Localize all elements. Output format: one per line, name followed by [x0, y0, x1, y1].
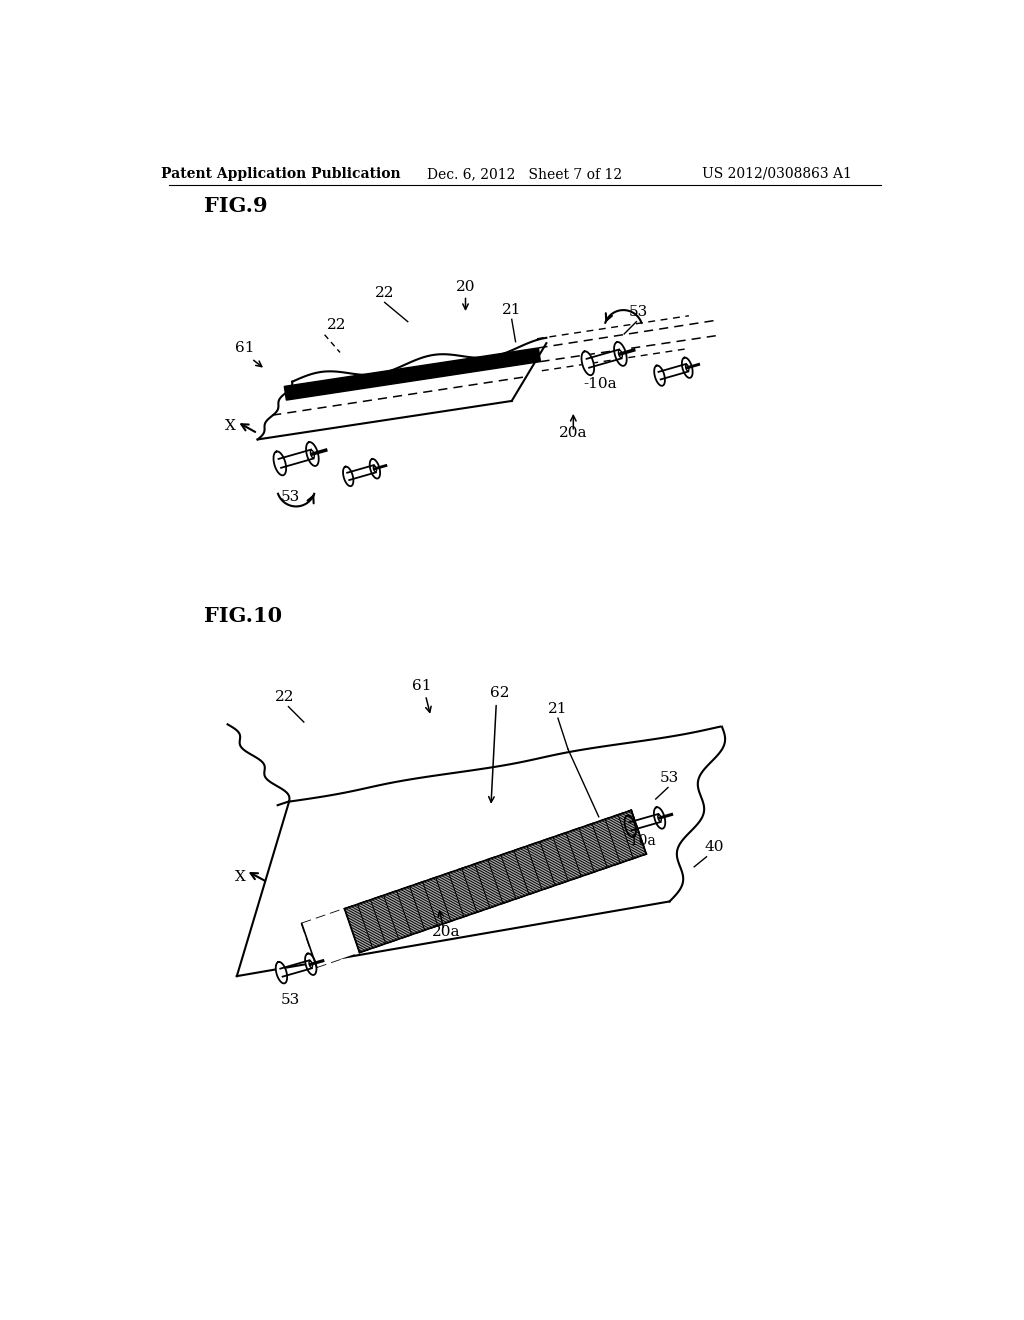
- Polygon shape: [654, 808, 666, 829]
- Text: 22: 22: [327, 318, 346, 333]
- Text: 22: 22: [274, 690, 294, 705]
- Text: 21: 21: [502, 304, 521, 317]
- Text: 53: 53: [659, 771, 679, 785]
- Text: Patent Application Publication: Patent Application Publication: [161, 166, 400, 181]
- Text: X: X: [236, 870, 246, 883]
- Polygon shape: [654, 366, 665, 385]
- Polygon shape: [302, 908, 359, 968]
- Text: 20a: 20a: [432, 925, 461, 939]
- Text: 40: 40: [705, 841, 724, 854]
- Text: US 2012/0308863 A1: US 2012/0308863 A1: [702, 166, 852, 181]
- Text: -10a: -10a: [626, 834, 656, 849]
- Text: 53: 53: [282, 993, 300, 1007]
- Polygon shape: [625, 816, 636, 837]
- Text: -10a: -10a: [584, 378, 616, 391]
- Text: 22: 22: [375, 286, 394, 300]
- Polygon shape: [306, 442, 318, 466]
- Polygon shape: [344, 810, 646, 953]
- Text: 62: 62: [490, 686, 510, 701]
- Text: X: X: [225, 420, 237, 433]
- Polygon shape: [343, 466, 353, 486]
- Polygon shape: [370, 459, 380, 479]
- Text: 53: 53: [629, 305, 648, 319]
- Text: 61: 61: [412, 678, 431, 693]
- Polygon shape: [285, 348, 541, 400]
- Polygon shape: [682, 358, 692, 378]
- Polygon shape: [614, 342, 627, 366]
- Text: 20a: 20a: [559, 426, 588, 440]
- Text: FIG.9: FIG.9: [204, 197, 267, 216]
- Text: 20: 20: [456, 280, 475, 294]
- Polygon shape: [582, 351, 594, 375]
- Text: FIG.10: FIG.10: [204, 606, 282, 626]
- Text: 61: 61: [234, 342, 254, 355]
- Polygon shape: [275, 962, 287, 983]
- Text: 21: 21: [548, 702, 567, 715]
- Polygon shape: [305, 953, 316, 975]
- Polygon shape: [273, 451, 286, 475]
- Text: Dec. 6, 2012   Sheet 7 of 12: Dec. 6, 2012 Sheet 7 of 12: [427, 166, 623, 181]
- Text: 53: 53: [281, 490, 300, 504]
